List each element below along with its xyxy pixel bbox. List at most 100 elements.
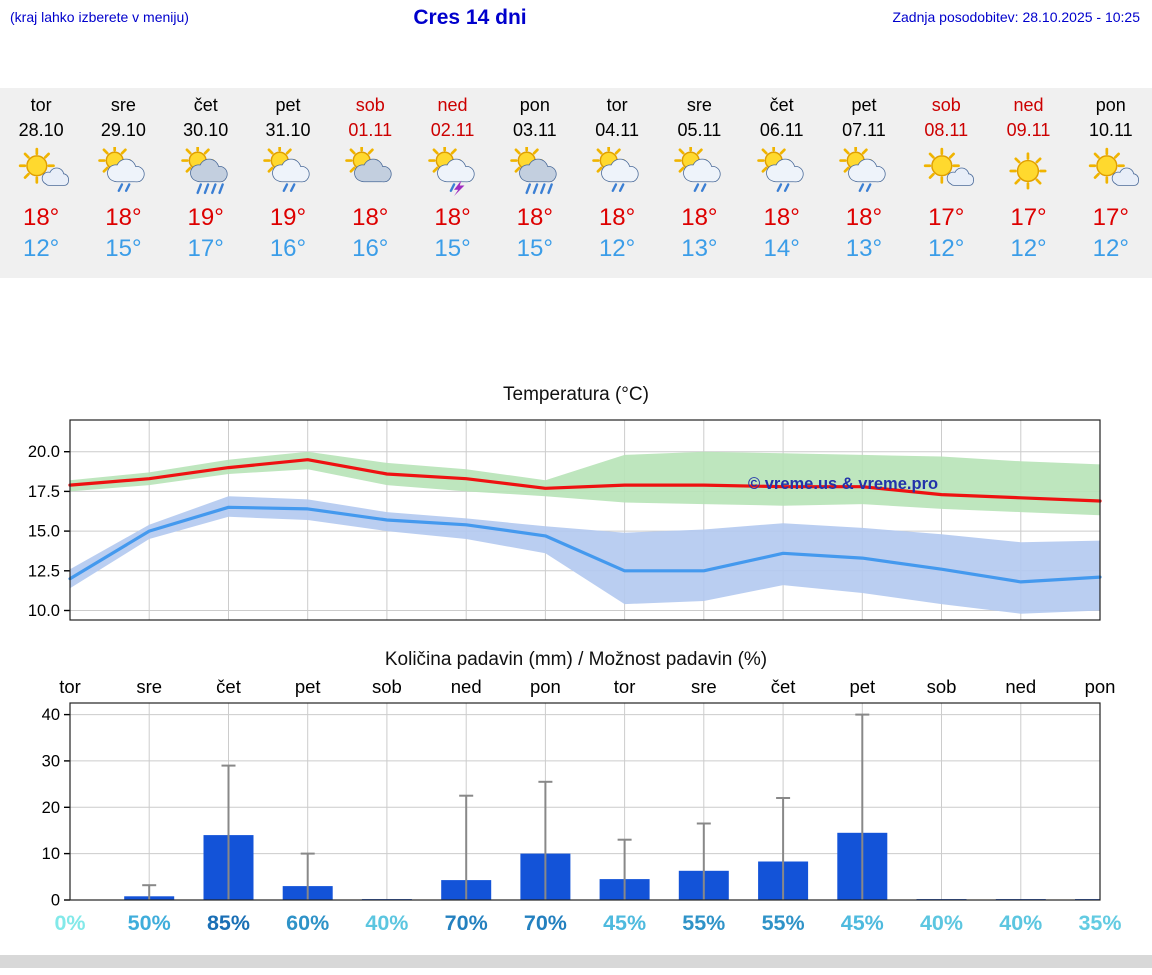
forecast-day-04.11[interactable]: tor 04.11 18° 12° [576,93,658,265]
svg-text:sob: sob [927,676,957,697]
svg-text:čet: čet [216,676,241,697]
day-max-temp: 18° [763,204,800,231]
svg-text:pon: pon [530,676,561,697]
day-min-temp: 12° [928,235,965,262]
day-name: tor [606,95,628,115]
forecast-day-10.11[interactable]: pon 10.11 17° 12° [1070,93,1152,265]
day-name: pet [851,95,877,115]
day-min-temp: 16° [352,235,389,262]
day-date: 08.11 [924,120,969,140]
day-name: pon [1095,95,1126,115]
svg-text:pon: pon [1085,676,1116,697]
day-name: sob [931,95,961,115]
temperature-section: Temperatura (°C) 10.0 12.5 15.0 17.5 20.0 © v… [0,384,1152,643]
svg-text:70%: 70% [524,911,567,935]
day-max-temp: 18° [681,204,718,231]
day-max-temp: 18° [434,204,471,231]
sun-small-cloud-icon [0,145,82,199]
svg-text:sob: sob [372,676,402,697]
sun-showers-icon [82,145,164,199]
forecast-day-01.11[interactable]: sob 01.11 18° 16° [329,93,411,265]
svg-text:85%: 85% [207,911,250,935]
day-date: 29.10 [100,120,146,140]
svg-text:čet: čet [771,676,796,697]
day-max-temp: 18° [352,204,389,231]
svg-text:ned: ned [451,676,482,697]
forecast-day-31.10[interactable]: pet 31.10 19° 16° [247,93,329,265]
sun-showers-icon [576,145,658,199]
sun-rain-icon [494,145,576,199]
forecast-day-30.10[interactable]: čet 30.10 19° 17° [165,93,247,265]
sun-small-cloud-icon [1070,145,1152,199]
svg-text:10: 10 [42,845,60,863]
forecast-day-29.10[interactable]: sre 29.10 18° 15° [82,93,164,265]
forecast-day-03.11[interactable]: pon 03.11 18° 15° [494,93,576,265]
day-name: čet [193,95,218,115]
day-date: 28.10 [18,120,64,140]
day-date: 05.11 [677,120,722,140]
svg-text:sre: sre [136,676,162,697]
day-date: 03.11 [512,120,557,140]
forecast-day-02.11[interactable]: ned 02.11 18° 15° [411,93,493,265]
day-date: 09.11 [1006,120,1051,140]
svg-text:0: 0 [51,892,60,910]
temperature-chart: 10.0 12.5 15.0 17.5 20.0 © vreme.us & vreme.p… [28,419,1102,621]
day-date: 01.11 [348,120,393,140]
forecast-day-07.11[interactable]: pet 07.11 18° 13° [823,93,905,265]
svg-text:60%: 60% [286,911,329,935]
svg-text:tor: tor [59,676,81,697]
svg-text:50%: 50% [128,911,171,935]
precipitation-section: Količina padavin (mm) / Možnost padavin … [0,649,1152,941]
svg-text:ned: ned [1005,676,1036,697]
day-min-temp: 12° [1092,235,1129,262]
topbar: (kraj lahko izberete v meniju) Cres 14 d… [0,0,1152,40]
forecast-day-06.11[interactable]: čet 06.11 18° 14° [741,93,823,265]
svg-text:45%: 45% [841,911,884,935]
forecast-day-05.11[interactable]: sre 05.11 18° 13° [658,93,740,265]
day-max-temp: 19° [269,204,307,231]
forecast-day-08.11[interactable]: sob 08.11 17° 12° [905,93,987,265]
last-updated: Zadnja posodobitev: 28.10.2025 - 10:25 [892,9,1140,25]
day-max-temp: 18° [105,204,142,231]
svg-text:20.0: 20.0 [28,443,60,461]
page-title: Cres 14 dni [413,6,527,29]
precipitation-chart: tor sre čet pet sob ned pon tor sre čet pet sob ned p… [42,676,1122,935]
svg-text:40%: 40% [999,911,1042,935]
sun-showers-icon [247,145,329,199]
day-max-temp: 18° [22,204,60,231]
svg-text:45%: 45% [603,911,646,935]
day-date: 07.11 [842,120,886,140]
day-name: sob [355,95,385,115]
sun-cloud-icon [329,145,411,199]
day-date: 04.11 [595,120,639,140]
day-date: 31.10 [265,120,311,140]
day-min-temp: 12° [598,235,636,262]
svg-text:© vreme.us & vreme.pro: © vreme.us & vreme.pro [748,475,938,493]
svg-text:40%: 40% [365,911,408,935]
svg-text:55%: 55% [762,911,805,935]
day-max-temp: 19° [187,204,224,231]
day-name: čet [769,95,794,115]
sun-showers-icon [741,145,823,199]
svg-text:12.5: 12.5 [28,562,60,580]
svg-text:10.0: 10.0 [28,602,60,620]
day-min-temp: 15° [434,235,471,262]
sun-showers-icon [658,145,740,199]
day-name: ned [1013,95,1044,115]
day-max-temp: 18° [845,204,883,231]
day-date: 10.11 [1088,120,1133,140]
sun-showers-icon [823,145,905,199]
temperature-chart-title: Temperatura (°C) [503,384,649,405]
forecast-day-09.11[interactable]: ned 09.11 17° 12° [987,93,1069,265]
svg-text:sre: sre [691,676,717,697]
day-min-temp: 14° [763,235,800,262]
svg-text:20: 20 [42,799,60,817]
svg-text:70%: 70% [445,911,488,935]
svg-text:35%: 35% [1078,911,1121,935]
svg-text:17.5: 17.5 [28,483,60,501]
sun-rain-icon [165,145,247,199]
day-name: sre [110,95,136,115]
day-min-temp: 13° [845,235,883,262]
day-name: pon [519,95,550,115]
forecast-day-28.10[interactable]: tor 28.10 18° 12° [0,93,82,265]
